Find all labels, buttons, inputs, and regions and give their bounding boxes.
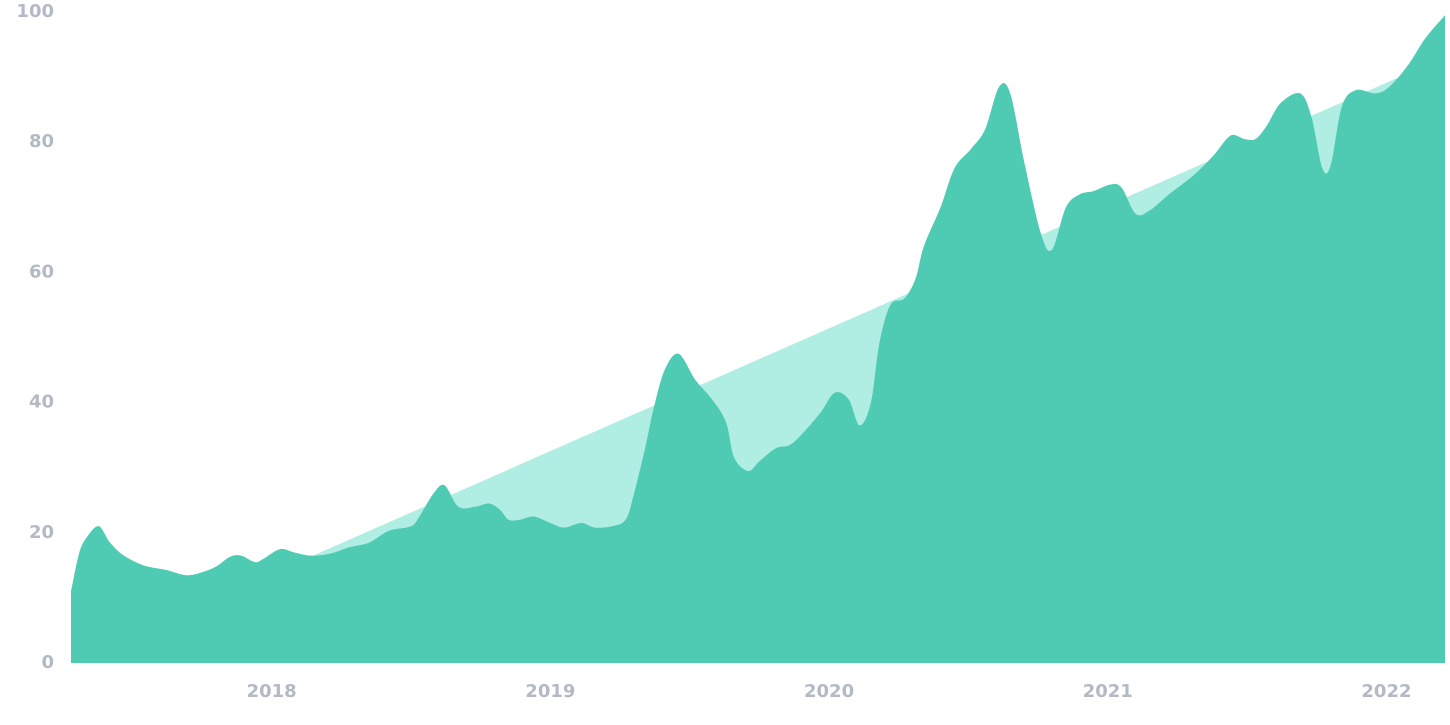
- y-tick-label: 100: [16, 1, 54, 22]
- x-tick-label: 2019: [525, 681, 575, 702]
- y-tick-label: 0: [41, 652, 54, 673]
- y-tick-label: 60: [29, 261, 54, 282]
- area: [71, 15, 1445, 663]
- x-tick-label: 2018: [247, 681, 297, 702]
- x-tick-label: 2020: [804, 681, 854, 702]
- y-tick-label: 40: [29, 392, 54, 413]
- x-tick-label: 2022: [1361, 681, 1411, 702]
- x-tick-label: 2021: [1083, 681, 1133, 702]
- y-tick-label: 80: [29, 131, 54, 152]
- y-tick-label: 20: [29, 522, 54, 543]
